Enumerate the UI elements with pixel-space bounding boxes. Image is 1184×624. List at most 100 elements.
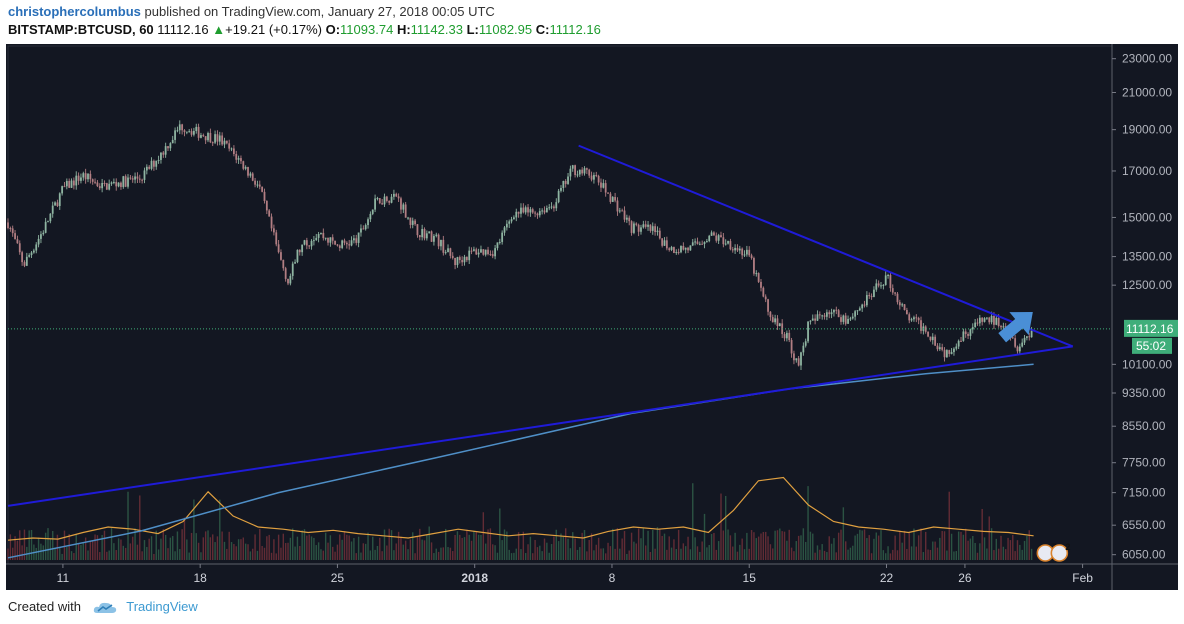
candle-body bbox=[833, 309, 835, 313]
volume-bar bbox=[52, 530, 54, 560]
candle-body bbox=[687, 247, 689, 251]
candle-body bbox=[665, 240, 668, 249]
volume-bar bbox=[812, 533, 814, 560]
volume-bar bbox=[906, 548, 908, 560]
candle-body bbox=[160, 152, 162, 160]
volume-bar bbox=[197, 542, 200, 560]
volume-bar bbox=[602, 548, 605, 560]
volume-bar bbox=[661, 535, 663, 560]
volume-bar bbox=[880, 530, 882, 560]
candle-body bbox=[889, 274, 892, 289]
volume-bar bbox=[268, 534, 270, 560]
candle-body bbox=[974, 322, 977, 328]
volume-bar bbox=[9, 534, 12, 560]
volume-bar bbox=[833, 538, 835, 560]
volume-bar bbox=[819, 549, 821, 560]
candle-body bbox=[129, 177, 132, 179]
volume-bar bbox=[814, 552, 816, 560]
candle-body bbox=[364, 225, 367, 230]
price-chart[interactable]: 23000.00 21000.00 19000.00 17000.00 15000.00… bbox=[6, 44, 1178, 590]
volume-bar bbox=[82, 543, 84, 560]
volume-bar bbox=[212, 534, 214, 560]
candle-body bbox=[348, 244, 351, 246]
volume-bar bbox=[84, 537, 87, 560]
volume-bar bbox=[299, 546, 301, 560]
candle-body bbox=[416, 224, 419, 236]
volume-bar bbox=[943, 531, 946, 560]
candle-body bbox=[750, 255, 753, 259]
volume-bar bbox=[37, 537, 40, 560]
candle-body bbox=[616, 200, 619, 212]
tradingview-link[interactable]: TradingView bbox=[126, 599, 198, 614]
volume-bar bbox=[534, 540, 536, 560]
volume-bar bbox=[892, 549, 894, 560]
candle-body bbox=[762, 287, 765, 297]
volume-bar bbox=[936, 547, 939, 560]
candle-body bbox=[101, 183, 104, 189]
x-tick-label: 11 bbox=[57, 571, 70, 585]
candle-body bbox=[7, 222, 9, 229]
volume-bar bbox=[588, 540, 590, 560]
candle-body bbox=[917, 317, 920, 321]
candle-body bbox=[465, 256, 468, 261]
volume-bar bbox=[466, 529, 468, 560]
volume-bar bbox=[310, 536, 313, 560]
volume-bar bbox=[372, 536, 374, 560]
volume-bar bbox=[1014, 551, 1016, 560]
volume-bar bbox=[626, 553, 628, 560]
y-tick-label: 6550.00 bbox=[1122, 518, 1166, 532]
volume-bar bbox=[388, 528, 390, 560]
candle-body bbox=[491, 254, 494, 257]
volume-bar bbox=[419, 528, 421, 560]
volume-bar bbox=[108, 550, 110, 560]
volume-bar bbox=[176, 531, 179, 560]
candle-body bbox=[411, 220, 414, 225]
volume-bar bbox=[355, 553, 357, 560]
candle-body bbox=[61, 186, 64, 194]
author-link[interactable]: christophercolumbus bbox=[8, 4, 141, 19]
volume-bar bbox=[289, 537, 292, 560]
volume-bar bbox=[689, 549, 692, 560]
candle-body bbox=[207, 133, 209, 141]
candle-body bbox=[905, 309, 908, 315]
volume-bar bbox=[1019, 544, 1021, 560]
symbol-label[interactable]: BITSTAMP:BTCUSD, 60 bbox=[8, 22, 154, 37]
candle-body bbox=[696, 241, 699, 244]
candle-body bbox=[743, 254, 746, 256]
candle-body bbox=[1011, 337, 1014, 339]
candle-body bbox=[941, 347, 944, 350]
volume-bar bbox=[223, 541, 226, 560]
candle-body bbox=[790, 340, 793, 354]
volume-bar bbox=[788, 529, 790, 560]
candle-body bbox=[715, 235, 718, 241]
volume-bar bbox=[101, 535, 103, 560]
volume-bar bbox=[320, 549, 322, 560]
volume-bar bbox=[762, 531, 765, 560]
volume-bar bbox=[428, 526, 430, 560]
candle-body bbox=[945, 350, 948, 358]
candle-body bbox=[503, 227, 506, 233]
volume-bar bbox=[677, 529, 680, 560]
volume-bar bbox=[259, 528, 261, 560]
volume-bar bbox=[574, 538, 576, 560]
chart-container[interactable]: 23000.00 21000.00 19000.00 17000.00 15000.00… bbox=[6, 44, 1178, 590]
volume-bar bbox=[781, 531, 783, 560]
volume-bar bbox=[828, 536, 830, 560]
volume-bar bbox=[230, 542, 233, 560]
candle-body bbox=[630, 221, 633, 233]
candle-body bbox=[578, 169, 581, 175]
countdown-label: 55:02 bbox=[1136, 339, 1166, 353]
volume-bar bbox=[532, 553, 534, 560]
volume-bar bbox=[637, 528, 640, 560]
volume-bar bbox=[684, 546, 687, 560]
volume-bar bbox=[967, 540, 969, 560]
lower-trendline bbox=[7, 345, 1073, 507]
candle-body bbox=[124, 176, 127, 187]
candle-body bbox=[254, 180, 256, 185]
volume-bar bbox=[244, 543, 247, 560]
volume-bar bbox=[769, 544, 772, 560]
candle-body bbox=[868, 295, 871, 297]
candle-body bbox=[708, 235, 711, 242]
volume-bar bbox=[249, 551, 252, 560]
volume-bar bbox=[169, 537, 172, 560]
